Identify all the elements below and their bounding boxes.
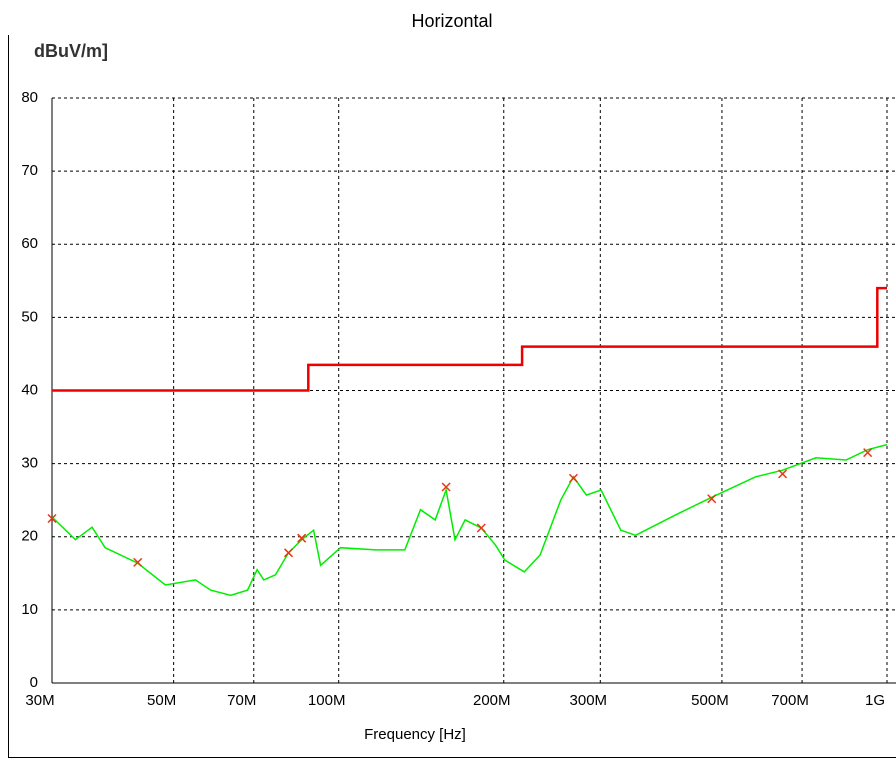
y-tick-label: 30 xyxy=(21,455,38,472)
x-axis-label: Frequency [Hz] xyxy=(364,726,466,743)
peak-marker xyxy=(441,482,451,492)
limit-line xyxy=(52,286,887,392)
peak-marker xyxy=(707,494,717,504)
chart-title: Horizontal xyxy=(411,11,492,31)
y-tick-label: 40 xyxy=(21,381,38,398)
x-tick-label: 500M xyxy=(691,692,729,709)
y-tick-label: 60 xyxy=(21,235,38,252)
y-tick-label: 20 xyxy=(21,528,38,545)
peak-marker xyxy=(778,469,788,479)
x-tick-label: 700M xyxy=(771,692,809,709)
x-tick-label: 100M xyxy=(308,692,346,709)
y-tick-label: 50 xyxy=(21,308,38,325)
peak-marker xyxy=(297,533,307,543)
peak-marker xyxy=(133,557,143,567)
x-tick-label: 30M xyxy=(25,692,54,709)
peak-marker xyxy=(863,448,873,458)
y-tick-label: 70 xyxy=(21,162,38,179)
peak-marker xyxy=(283,548,294,558)
y-tick-label: 80 xyxy=(21,89,38,106)
x-tick-label: 200M xyxy=(473,692,511,709)
y-axis-label: dBuV/m] xyxy=(34,41,108,61)
x-tick-label: 300M xyxy=(570,692,608,709)
peak-marker xyxy=(476,523,486,533)
x-tick-label: 50M xyxy=(147,692,176,709)
y-tick-label: 0 xyxy=(30,674,38,691)
peak-marker xyxy=(568,473,578,483)
x-tick-label: 70M xyxy=(227,692,256,709)
x-tick-label: 1G xyxy=(865,692,885,709)
y-tick-label: 10 xyxy=(21,601,38,618)
trace-line xyxy=(51,443,888,597)
peak-marker xyxy=(47,513,57,523)
